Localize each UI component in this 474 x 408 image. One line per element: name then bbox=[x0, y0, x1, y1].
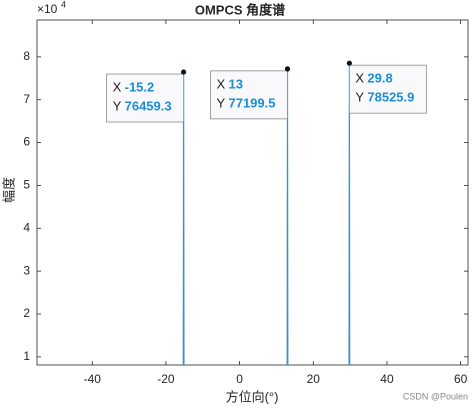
datatip-x: 13 bbox=[228, 76, 242, 91]
datatip-key: X bbox=[216, 76, 225, 91]
y-scale-base: ×10 bbox=[37, 2, 58, 16]
datatip-key: Y bbox=[113, 98, 122, 113]
datatip-y: 78525.9 bbox=[367, 90, 414, 105]
y-tick-label: 5 bbox=[23, 178, 30, 192]
y-tick-label: 8 bbox=[23, 49, 30, 63]
datatip-key: Y bbox=[216, 95, 225, 110]
datatip-marker bbox=[284, 66, 291, 72]
y-tick-label: 4 bbox=[23, 220, 30, 234]
watermark: CSDN @Poulen bbox=[403, 391, 468, 401]
datatip-box bbox=[348, 64, 427, 114]
datatip-y: 76459.3 bbox=[125, 98, 172, 113]
y-tick-label: 3 bbox=[23, 263, 30, 277]
y-tick-label: 1 bbox=[23, 349, 30, 363]
datatip-x: -15.2 bbox=[125, 79, 155, 94]
chart-title: OMPCS 角度谱 bbox=[195, 2, 285, 17]
y-axis-label: 幅度 bbox=[1, 177, 16, 203]
datatip-marker bbox=[346, 60, 352, 66]
y-tick-label: 2 bbox=[23, 306, 30, 320]
x-tick-label: -40 bbox=[84, 372, 102, 386]
x-tick-label: 0 bbox=[236, 372, 243, 386]
datatip-y: 77199.5 bbox=[228, 95, 275, 110]
datatip-box bbox=[106, 73, 185, 123]
datatip-marker bbox=[181, 69, 187, 75]
y-scale-exponent: 4 bbox=[61, 0, 66, 9]
x-axis-label: 方位向(°) bbox=[226, 389, 279, 404]
datatip-key: X bbox=[355, 71, 364, 86]
datatip-key: X bbox=[113, 79, 122, 94]
datatip-key: Y bbox=[355, 90, 364, 105]
x-tick-label: -20 bbox=[157, 372, 175, 386]
x-tick-label: 20 bbox=[307, 372, 321, 386]
x-tick-label: 40 bbox=[380, 372, 394, 386]
y-tick-label: 7 bbox=[23, 92, 30, 106]
y-tick-label: 6 bbox=[23, 135, 30, 149]
datatip-x: 29.8 bbox=[367, 71, 392, 86]
x-tick-label: 60 bbox=[454, 372, 468, 386]
datatip-box bbox=[210, 70, 288, 120]
